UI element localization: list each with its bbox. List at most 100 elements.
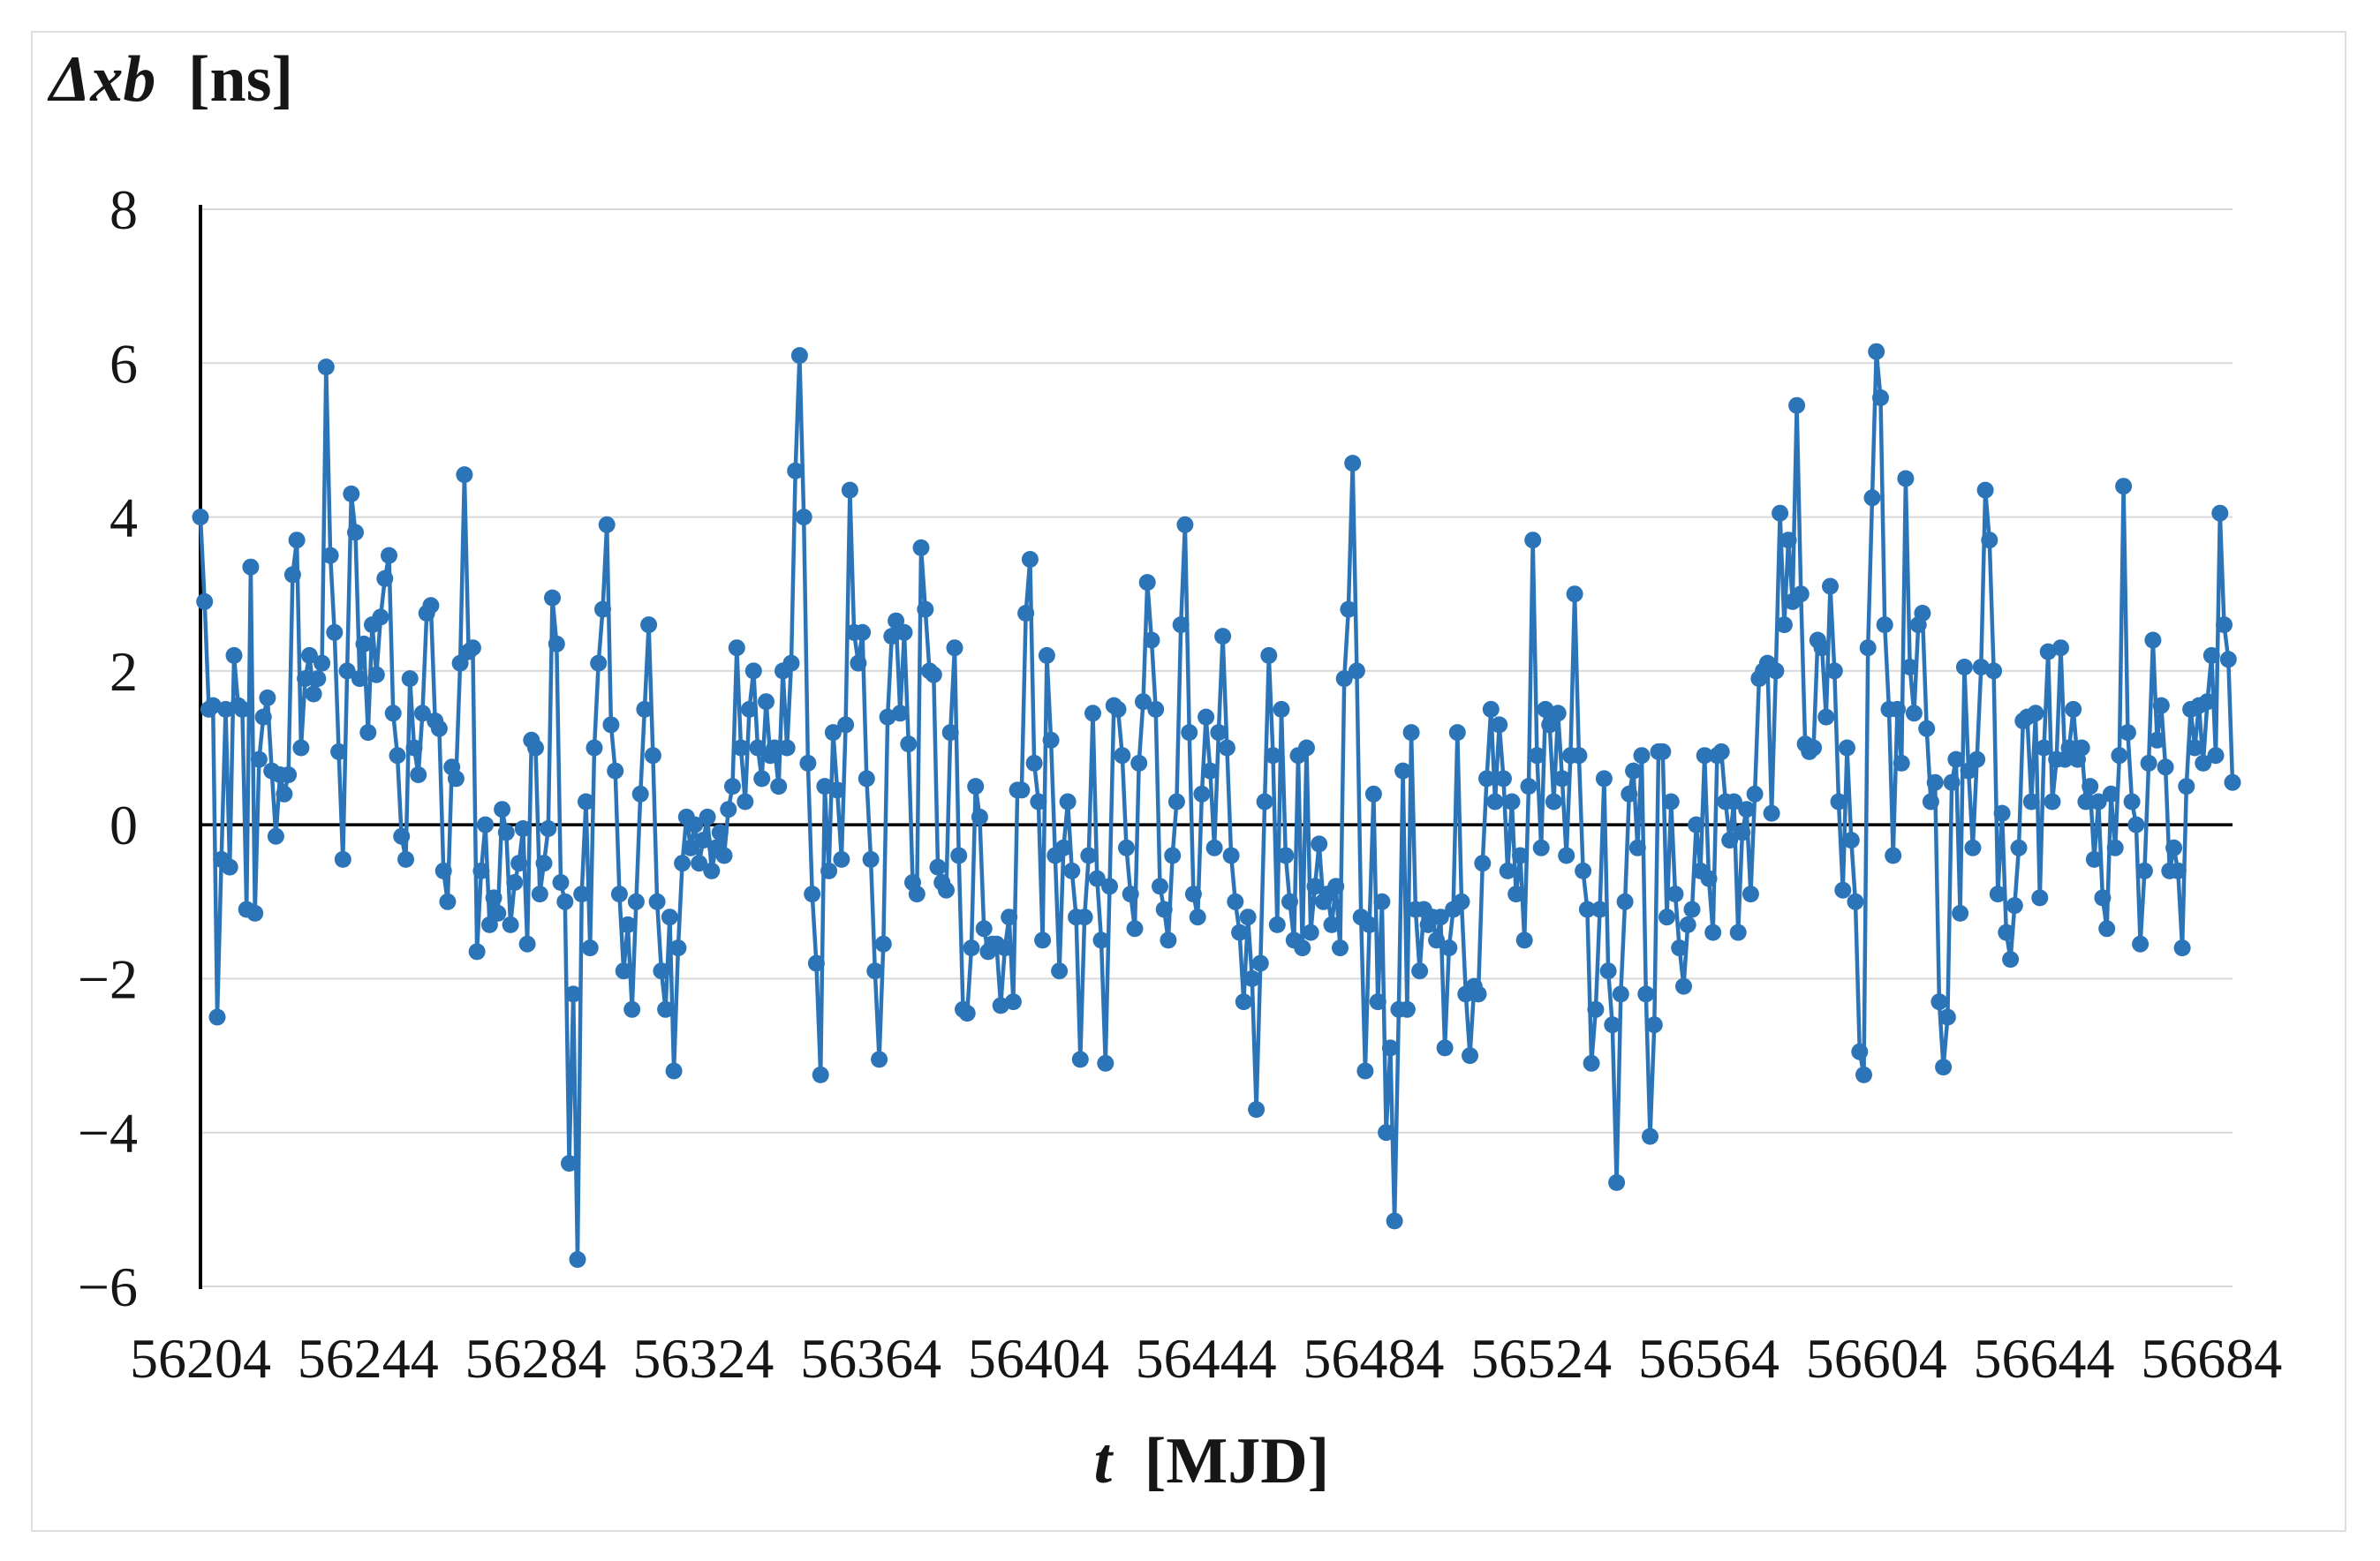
data-point-marker <box>2082 778 2099 796</box>
data-point-marker <box>1734 824 1751 841</box>
data-point-marker <box>1260 646 1278 664</box>
data-point-marker <box>1214 628 1232 645</box>
data-point-marker <box>737 793 754 811</box>
data-point-marker <box>1570 747 1588 765</box>
data-point-marker <box>594 600 611 618</box>
data-point-marker <box>1277 847 1295 864</box>
data-point-marker <box>1084 705 1101 722</box>
data-point-marker <box>2006 897 2023 915</box>
data-point-marker <box>1122 886 1139 903</box>
y-tick-label: 8 <box>110 178 138 241</box>
data-point-marker <box>648 893 666 910</box>
data-point-marker <box>1746 785 1764 803</box>
data-point-marker <box>1017 605 1035 622</box>
data-point-marker <box>874 935 892 953</box>
data-point-marker <box>1725 793 1742 811</box>
data-point-marker <box>1198 708 1215 726</box>
data-point-marker <box>1181 724 1198 742</box>
data-point-marker <box>1721 832 1739 849</box>
data-point-marker <box>1428 931 1446 949</box>
data-point-marker <box>1558 847 1575 864</box>
data-point-marker <box>1955 659 1973 675</box>
data-point-marker <box>799 754 817 772</box>
data-point-marker <box>1541 716 1559 734</box>
x-tick-label: 56684 <box>2141 1327 2282 1390</box>
y-tick-label: 6 <box>110 332 138 395</box>
data-point-marker <box>1985 662 2003 680</box>
data-point-marker <box>1662 793 1680 811</box>
data-point-marker <box>1914 605 1931 622</box>
data-point-marker <box>1462 1047 1478 1065</box>
data-point-marker <box>1779 532 1797 549</box>
data-point-marker <box>1998 924 2015 941</box>
data-point-marker <box>833 850 850 868</box>
data-point-marker <box>938 881 955 899</box>
data-point-marker <box>1193 785 1211 803</box>
data-point-marker <box>2165 839 2183 856</box>
data-point-marker <box>2052 639 2069 657</box>
data-point-marker <box>732 739 750 757</box>
data-point-marker <box>691 855 708 872</box>
data-point-marker <box>1361 916 1379 933</box>
data-point-marker <box>305 685 322 703</box>
data-point-marker <box>1323 916 1341 933</box>
data-point-marker <box>225 646 243 664</box>
data-point-marker <box>2044 793 2061 811</box>
tick-labels-layer: 8 6 4 2 0 −2 −4 −6 56204 56244 56284 56324 56364 5640… <box>78 178 2282 1390</box>
data-point-marker <box>1167 793 1185 811</box>
data-point-marker <box>661 909 678 926</box>
data-point-marker <box>422 597 440 615</box>
data-point-marker <box>1825 662 1843 680</box>
data-point-marker <box>770 778 788 796</box>
data-point-marker <box>1901 659 1919 675</box>
data-point-marker <box>280 766 298 783</box>
data-point-marker <box>1071 1051 1089 1068</box>
data-point-marker <box>288 532 306 549</box>
x-tick-label: 56244 <box>298 1327 439 1390</box>
data-point-marker <box>1645 1016 1663 1034</box>
data-point-marker <box>828 781 846 799</box>
data-point-marker <box>824 724 842 742</box>
data-point-marker <box>2077 793 2095 811</box>
data-point-marker <box>1712 743 1730 760</box>
x-tick-label: 56564 <box>1638 1327 1779 1390</box>
data-point-marker <box>682 839 699 856</box>
data-point-marker <box>2111 747 2128 765</box>
y-tick-label: −6 <box>78 1256 138 1318</box>
data-point-marker <box>728 639 745 657</box>
data-point-marker <box>1834 881 1852 899</box>
data-point-marker <box>1872 389 1889 406</box>
data-point-marker <box>1189 909 1206 926</box>
data-point-marker <box>506 874 524 891</box>
data-point-marker <box>804 886 821 903</box>
data-point-marker <box>1612 985 1629 1003</box>
data-point-marker <box>2132 935 2150 953</box>
data-point-marker <box>1155 901 1173 918</box>
data-point-marker <box>1210 724 1228 742</box>
data-point-marker <box>1025 754 1043 772</box>
data-point-marker <box>1520 778 1538 796</box>
data-point-marker <box>2115 478 2133 495</box>
data-point-marker <box>1432 909 1449 926</box>
data-point-marker <box>1696 747 1713 765</box>
data-point-marker <box>778 739 796 757</box>
data-point-marker <box>1507 886 1525 903</box>
y-tick-label: 4 <box>110 486 138 549</box>
data-point-marker <box>686 816 704 833</box>
data-point-marker <box>1788 396 1806 414</box>
data-point-marker <box>1578 901 1596 918</box>
data-point-marker <box>1034 931 1052 949</box>
data-point-marker <box>653 962 670 980</box>
data-point-marker <box>1859 639 1877 657</box>
data-point-marker <box>456 466 473 484</box>
x-axis-title-unit: [MJD] <box>1145 1425 1330 1497</box>
data-point-marker <box>434 862 452 879</box>
data-point-marker <box>854 623 872 641</box>
data-point-marker <box>1239 909 1257 926</box>
data-point-marker <box>1515 931 1533 949</box>
data-point-marker <box>841 481 858 499</box>
data-point-marker <box>292 739 310 757</box>
data-point-marker <box>1059 793 1077 811</box>
data-point-marker <box>1855 1066 1872 1083</box>
data-point-marker <box>627 893 645 910</box>
